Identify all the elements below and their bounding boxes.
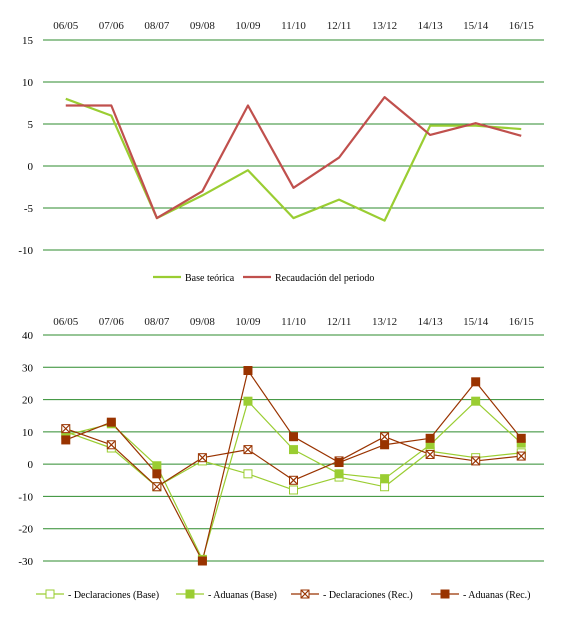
category-label: 11/10 <box>281 316 306 328</box>
chart-lower: 06/05 07/06 08/07 09/08 10/09 11/10 12/11 13/12… <box>18 316 544 601</box>
category-label: 09/08 <box>190 316 216 328</box>
series-2-point <box>289 475 298 485</box>
category-label: 13/12 <box>372 316 397 328</box>
legend-marker-0 <box>45 589 55 599</box>
series-3-point <box>61 435 71 445</box>
category-label: 16/15 <box>509 20 535 32</box>
legend-marker-3 <box>440 589 450 599</box>
x-square-cross <box>426 450 435 459</box>
category-label: 08/07 <box>144 316 170 328</box>
series-line-0 <box>65 97 522 222</box>
x-square-cross <box>517 452 526 460</box>
series-1-point <box>243 396 253 406</box>
category-label: 12/11 <box>327 316 352 328</box>
legend-label: Base teórica <box>185 273 235 284</box>
series-0-point <box>289 485 298 495</box>
x-square-cross <box>289 476 298 485</box>
series-3-point <box>152 469 162 479</box>
series-2-point <box>61 424 71 434</box>
y-tick-label: -10 <box>18 491 33 503</box>
legend-label: - Aduanas (Rec.) <box>463 590 530 601</box>
series-1-point <box>61 430 71 440</box>
category-label: 13/12 <box>372 20 397 32</box>
legend-label: - Declaraciones (Base) <box>68 590 159 601</box>
y-tick-label: 15 <box>22 35 34 47</box>
legend-label: - Declaraciones (Rec.) <box>323 590 413 601</box>
legend-label: - Aduanas (Base) <box>208 590 277 601</box>
category-label: 12/11 <box>327 20 352 32</box>
category-label: 08/07 <box>144 20 170 32</box>
x-square-cross <box>198 453 207 462</box>
category-label: 07/06 <box>99 20 125 32</box>
series-1-point <box>471 396 481 406</box>
x-square-cross <box>152 482 161 491</box>
series-2-point <box>197 453 207 463</box>
series-2-point <box>516 451 526 461</box>
x-square-cross <box>107 440 116 449</box>
category-label: 07/06 <box>99 316 125 328</box>
series-0-point <box>380 482 390 492</box>
series-2-point <box>106 440 116 450</box>
series-1-point <box>516 438 526 448</box>
category-label: 11/10 <box>281 20 306 32</box>
y-tick-label: -30 <box>18 556 33 568</box>
legend-label: Recaudación del periodo <box>275 273 374 284</box>
y-tick-label: -10 <box>18 245 33 257</box>
y-tick-label: -5 <box>24 203 34 215</box>
category-label: 15/14 <box>463 316 489 328</box>
category-label: 09/08 <box>190 20 216 32</box>
y-tick-label: -20 <box>18 524 33 536</box>
series-3-point <box>471 377 481 387</box>
series-2-point <box>152 482 162 492</box>
series-1-point <box>334 469 344 479</box>
y-tick-label: 10 <box>22 77 34 89</box>
y-tick-label: 5 <box>28 119 34 131</box>
series-2-point <box>243 445 253 455</box>
x-square-cross <box>380 432 389 441</box>
category-label: 06/05 <box>53 316 79 328</box>
series-2-point <box>380 432 390 442</box>
series-line-1 <box>65 96 522 220</box>
series-1-point <box>152 461 162 471</box>
series-3-point <box>197 556 207 566</box>
series-1-point <box>425 440 435 450</box>
y-tick-label: 0 <box>28 459 34 471</box>
series-3-point <box>289 432 298 442</box>
series-3-point <box>106 417 116 427</box>
x-square-cross <box>61 424 70 433</box>
series-0-point <box>243 469 253 479</box>
category-label: 14/13 <box>418 316 444 328</box>
series-1-point <box>380 474 390 484</box>
series-3-point <box>243 366 253 376</box>
series-2-point <box>471 456 481 466</box>
series-1-point <box>289 445 298 455</box>
legend-marker-2 <box>300 589 310 599</box>
y-tick-label: 0 <box>28 161 34 173</box>
y-tick-label: 40 <box>22 330 34 342</box>
category-label: 06/05 <box>53 20 79 32</box>
series-3-point <box>380 440 390 450</box>
series-2-point <box>425 449 435 459</box>
category-label: 10/09 <box>235 316 261 328</box>
x-square-cross <box>244 445 252 454</box>
category-label: 10/09 <box>235 20 261 32</box>
y-tick-label: 30 <box>22 362 34 374</box>
y-tick-label: 10 <box>22 427 34 439</box>
series-3-point <box>516 433 526 443</box>
x-square-cross <box>301 590 309 598</box>
legend-marker-1 <box>185 589 195 599</box>
category-label: 14/13 <box>418 20 444 32</box>
category-label: 16/15 <box>509 316 535 328</box>
series-3-point <box>425 433 435 443</box>
series-3-point <box>334 458 344 468</box>
x-square-cross <box>471 456 480 465</box>
category-label: 15/14 <box>463 20 489 32</box>
y-tick-label: 20 <box>22 395 34 407</box>
chart-upper: 06/05 07/06 08/07 09/08 10/09 11/10 12/11 13/12… <box>18 20 544 284</box>
